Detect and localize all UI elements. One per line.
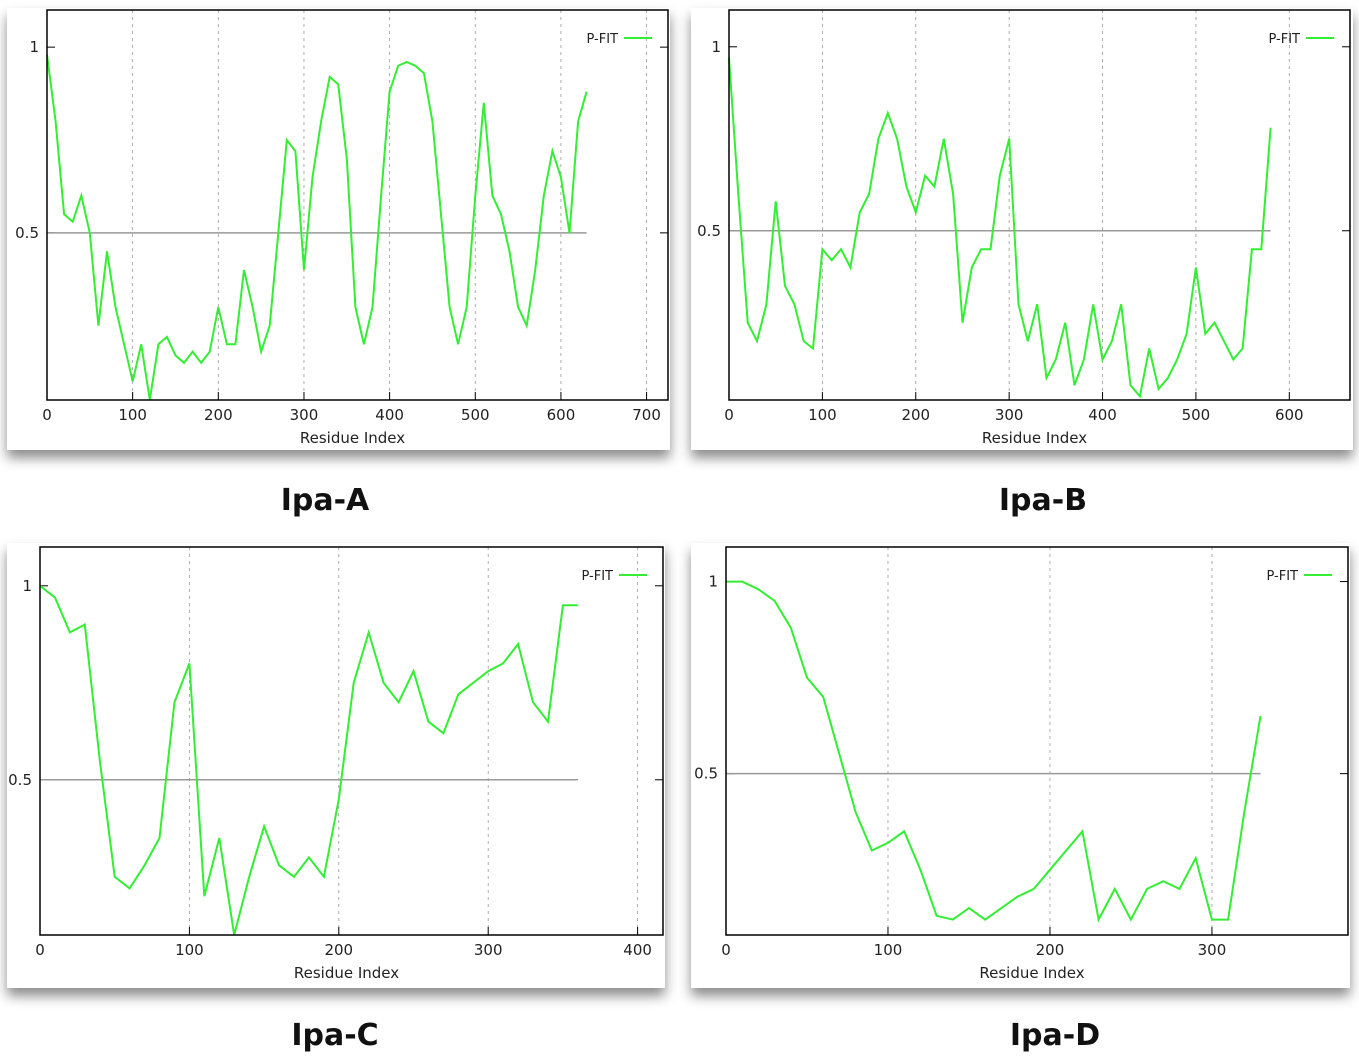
plot-frame: [725, 546, 1349, 936]
x-tick-label: 100: [874, 941, 903, 959]
chart-title: Ipa-B: [999, 483, 1087, 518]
y-tick-label: 1: [708, 573, 718, 591]
x-tick-label: 0: [35, 941, 45, 959]
x-tick-label: 200: [901, 406, 930, 424]
x-tick-label: 0: [721, 941, 731, 959]
x-tick-label: 700: [632, 406, 661, 424]
chart-title: Ipa-D: [1010, 1018, 1100, 1053]
x-tick-label: 100: [118, 406, 147, 424]
x-tick-label: 100: [808, 406, 837, 424]
x-tick-label: 300: [290, 406, 319, 424]
x-axis-label: Residue Index: [982, 429, 1087, 447]
x-tick-label: 100: [175, 941, 204, 959]
x-tick-label: 600: [547, 406, 576, 424]
plot-frame: [39, 546, 664, 936]
x-tick-label: 500: [1182, 406, 1211, 424]
plot-frame: [728, 9, 1351, 401]
x-tick-label: 300: [995, 406, 1024, 424]
x-tick-label: 0: [724, 406, 734, 424]
x-tick-label: 300: [1198, 941, 1227, 959]
data-line: [726, 580, 1262, 923]
x-tick-label: 600: [1275, 406, 1304, 424]
legend-label: P-FIT: [1267, 569, 1299, 584]
x-tick-label: 200: [324, 941, 353, 959]
y-tick-label: 0.5: [694, 765, 718, 783]
y-tick-label: 1: [711, 38, 721, 56]
data-line: [728, 57, 1272, 399]
x-tick-label: 400: [375, 406, 404, 424]
plot-frame: [46, 9, 669, 401]
y-tick-label: 1: [22, 577, 32, 595]
x-tick-label: 200: [1036, 941, 1065, 959]
panel: [691, 543, 1350, 988]
y-tick-label: 0.5: [8, 771, 32, 789]
x-tick-label: 400: [623, 941, 652, 959]
x-tick-label: 300: [474, 941, 503, 959]
y-tick-label: 0.5: [697, 222, 721, 240]
y-tick-label: 1: [29, 38, 39, 56]
x-axis-label: Residue Index: [979, 964, 1084, 982]
data-line: [39, 585, 578, 936]
y-tick-label: 0.5: [15, 224, 39, 242]
x-tick-label: 500: [461, 406, 490, 424]
panel: [7, 8, 670, 450]
x-tick-label: 400: [1088, 406, 1117, 424]
x-axis-label: Residue Index: [300, 429, 405, 447]
x-axis-label: Residue Index: [294, 964, 399, 982]
chart-title: Ipa-A: [281, 483, 370, 518]
legend-label: P-FIT: [582, 569, 614, 584]
panel: [691, 8, 1353, 450]
x-tick-label: 0: [42, 406, 52, 424]
legend-label: P-FIT: [587, 32, 619, 47]
chart-title: Ipa-C: [291, 1018, 378, 1053]
legend-label: P-FIT: [1269, 32, 1301, 47]
x-tick-label: 200: [204, 406, 233, 424]
panel: [7, 543, 665, 988]
data-line: [46, 54, 588, 401]
